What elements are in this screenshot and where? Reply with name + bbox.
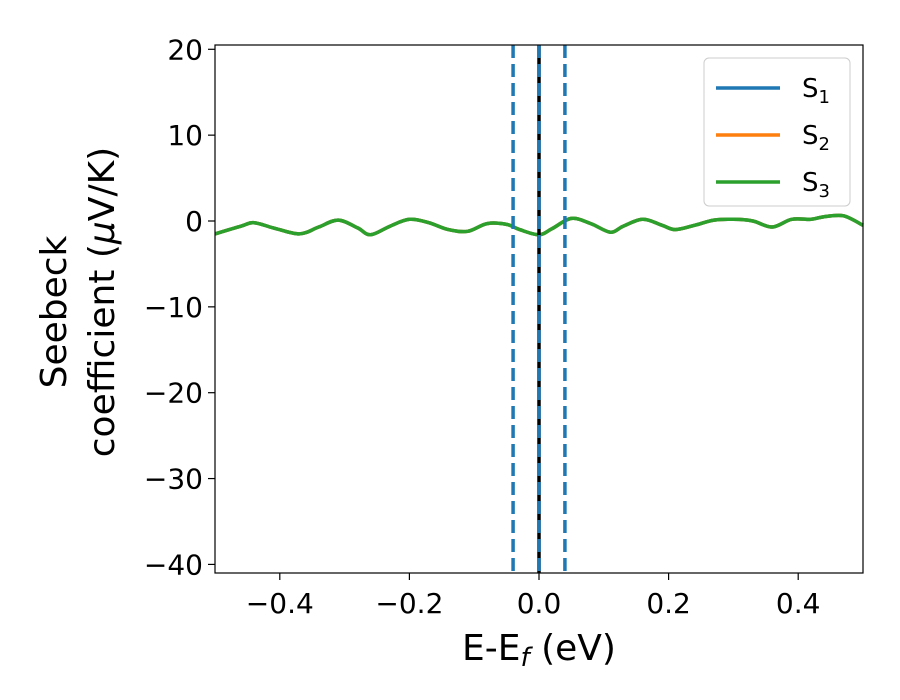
y-tick-label: 10 <box>167 119 203 152</box>
y-tick-label: −30 <box>144 463 203 496</box>
y-tick-label: −40 <box>144 548 203 581</box>
x-tick-label: −0.4 <box>246 587 314 620</box>
x-tick-label: 0.0 <box>517 587 562 620</box>
x-tick-label: 0.2 <box>646 587 691 620</box>
y-axis-label-line2: coefficient (μV/K) <box>82 147 123 457</box>
x-tick-label: 0.4 <box>776 587 821 620</box>
legend-box <box>703 57 851 207</box>
y-tick-label: 0 <box>185 205 203 238</box>
vline-layer <box>511 45 567 573</box>
y-tick-label: −10 <box>144 291 203 324</box>
y-tick-label: 20 <box>167 33 203 66</box>
y-tick-label: −20 <box>144 377 203 410</box>
tick-layer: −0.4 −0.2 0.0 0.2 0.4 20 10 0 −10 −20 −30 −40 <box>144 33 821 620</box>
series-layer <box>214 213 864 237</box>
series-line-3 <box>214 213 864 237</box>
legend: S1 S2 S3 <box>703 57 851 207</box>
legend-label-2: S2 <box>802 121 830 155</box>
x-axis-label: E-Ef (eV) <box>462 628 616 673</box>
x-tick-label: −0.2 <box>375 587 443 620</box>
y-axis-label-line1: Seebeck <box>34 235 75 388</box>
legend-label-1: S1 <box>802 74 830 108</box>
legend-label-3: S3 <box>802 168 830 202</box>
